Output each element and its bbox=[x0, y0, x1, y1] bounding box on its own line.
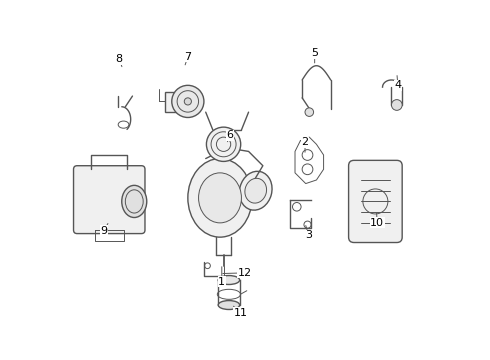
Text: 12: 12 bbox=[238, 268, 252, 278]
Text: 10: 10 bbox=[370, 218, 384, 228]
FancyBboxPatch shape bbox=[74, 166, 145, 234]
Circle shape bbox=[172, 85, 204, 117]
Text: 1: 1 bbox=[218, 277, 225, 287]
Circle shape bbox=[184, 98, 192, 105]
Circle shape bbox=[392, 100, 402, 111]
Ellipse shape bbox=[188, 158, 252, 237]
Text: 6: 6 bbox=[226, 130, 234, 140]
Ellipse shape bbox=[245, 178, 267, 203]
Circle shape bbox=[305, 108, 314, 116]
Text: 11: 11 bbox=[234, 308, 248, 318]
Ellipse shape bbox=[218, 301, 240, 310]
Circle shape bbox=[206, 127, 241, 161]
Ellipse shape bbox=[122, 185, 147, 217]
FancyBboxPatch shape bbox=[348, 160, 402, 243]
Ellipse shape bbox=[240, 171, 272, 210]
Text: 2: 2 bbox=[301, 138, 309, 148]
Ellipse shape bbox=[198, 173, 242, 223]
Text: 3: 3 bbox=[305, 230, 312, 240]
Text: 4: 4 bbox=[394, 80, 401, 90]
Ellipse shape bbox=[218, 275, 240, 284]
Text: 8: 8 bbox=[116, 54, 123, 64]
Text: 5: 5 bbox=[311, 48, 318, 58]
Bar bbox=[165, 93, 181, 112]
Text: 9: 9 bbox=[100, 226, 107, 236]
Text: 7: 7 bbox=[184, 52, 192, 62]
